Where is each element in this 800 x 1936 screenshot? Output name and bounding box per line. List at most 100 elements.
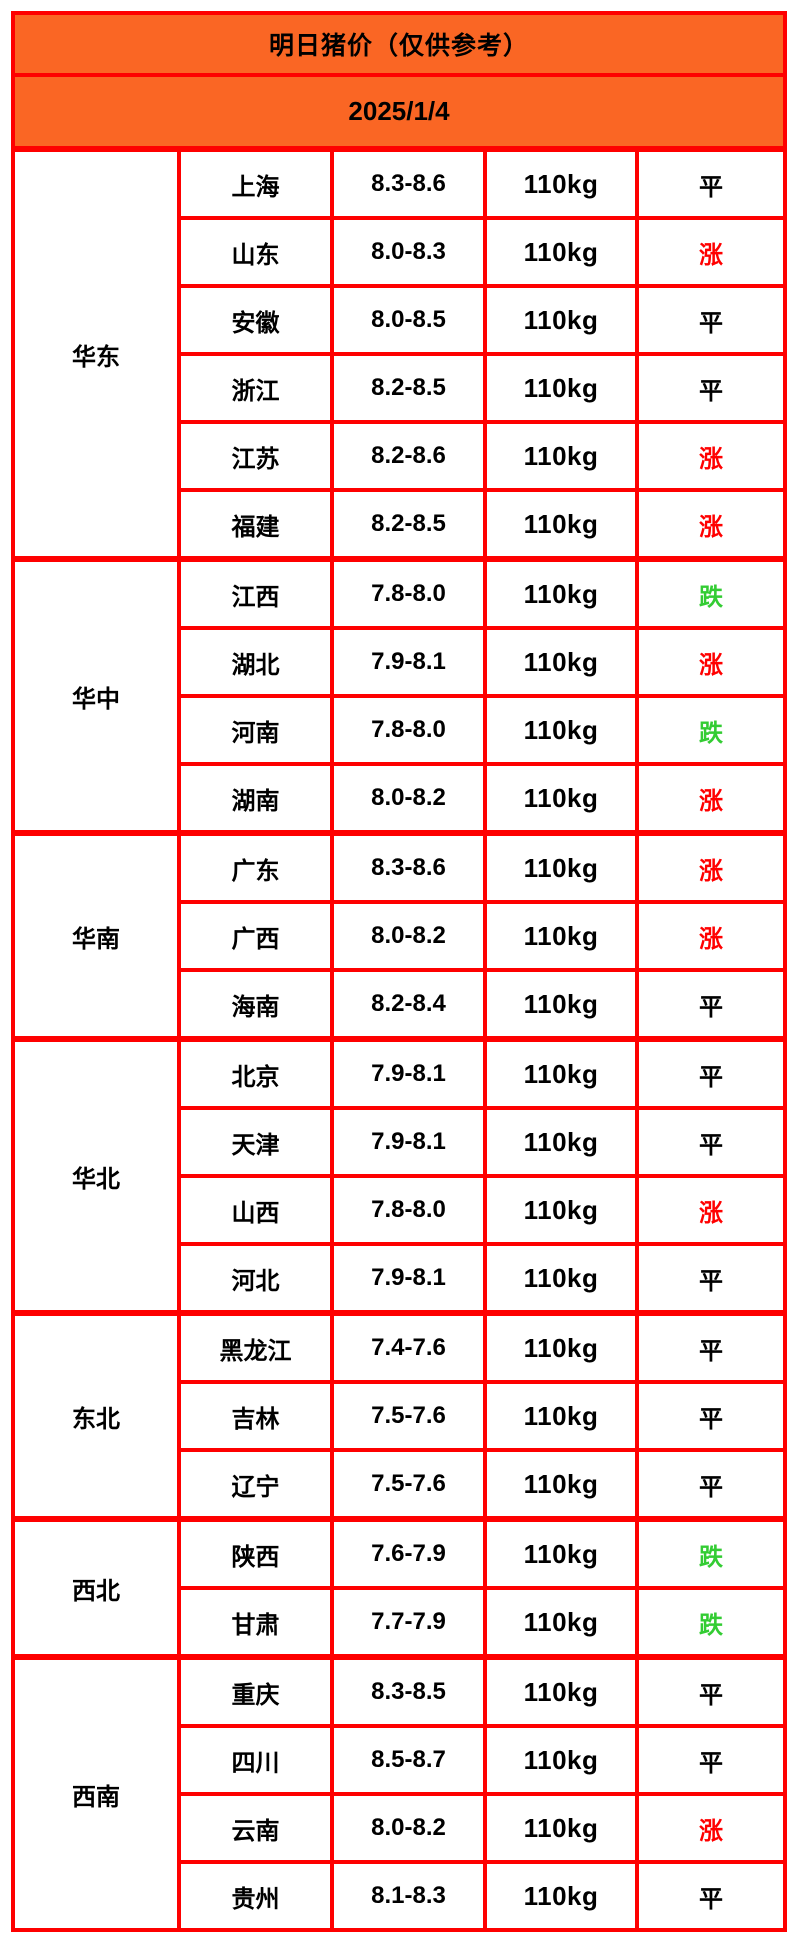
table-row: 山西 7.8-8.0 110kg 涨 <box>13 1174 788 1246</box>
province-cell: 贵州 <box>177 1860 334 1932</box>
weight-cell: 110kg <box>483 626 639 698</box>
weight-cell: 110kg <box>483 830 639 904</box>
table-row: 海南 8.2-8.4 110kg 平 <box>13 968 788 1041</box>
province-cell: 湖南 <box>177 762 334 835</box>
trend-cell: 跌 <box>634 694 788 766</box>
weight-cell: 110kg <box>483 1860 639 1932</box>
province-cell: 浙江 <box>177 352 334 424</box>
weight-cell: 110kg <box>483 1516 639 1590</box>
table-row: 广西 8.0-8.2 110kg 涨 <box>13 900 788 972</box>
weight-cell: 110kg <box>483 146 639 220</box>
price-range-cell: 7.8-8.0 <box>330 694 487 766</box>
region-cell: 东北 <box>11 1310 181 1521</box>
trend-cell: 平 <box>634 1242 788 1315</box>
weight-cell: 110kg <box>483 216 639 288</box>
weight-cell: 110kg <box>483 694 639 766</box>
date-label: 2025/1/4 <box>10 73 788 151</box>
province-cell: 北京 <box>177 1036 334 1110</box>
province-cell: 吉林 <box>177 1380 334 1452</box>
trend-cell: 平 <box>634 1448 788 1521</box>
province-cell: 广西 <box>177 900 334 972</box>
province-cell: 海南 <box>177 968 334 1041</box>
weight-cell: 110kg <box>483 1036 639 1110</box>
price-range-cell: 7.9-8.1 <box>330 1036 487 1110</box>
table-row: 河北 7.9-8.1 110kg 平 <box>13 1242 788 1315</box>
weight-cell: 110kg <box>483 1724 639 1796</box>
price-range-cell: 8.3-8.6 <box>330 830 487 904</box>
title-row: 明日猪价（仅供参考） <box>10 11 788 77</box>
region-cell: 华中 <box>11 556 181 835</box>
weight-cell: 110kg <box>483 556 639 630</box>
weight-cell: 110kg <box>483 488 639 561</box>
trend-cell: 平 <box>634 968 788 1041</box>
table-row: 四川 8.5-8.7 110kg 平 <box>13 1724 788 1796</box>
trend-cell: 平 <box>634 1724 788 1796</box>
province-cell: 河北 <box>177 1242 334 1315</box>
trend-cell: 跌 <box>634 1516 788 1590</box>
table-row: 华南 广东 8.3-8.6 110kg 涨 <box>11 830 788 1041</box>
province-cell: 天津 <box>177 1106 334 1178</box>
price-range-cell: 8.0-8.3 <box>330 216 487 288</box>
trend-cell: 跌 <box>634 556 788 630</box>
table-row: 华东 上海 8.3-8.6 110kg 平 <box>11 146 788 561</box>
region-cell: 华北 <box>11 1036 181 1315</box>
table-row: 西北 陕西 7.6-7.9 110kg 跌 <box>11 1516 788 1659</box>
trend-cell: 跌 <box>634 1586 788 1659</box>
table-row: 东北 黑龙江 7.4-7.6 110kg 平 <box>11 1310 788 1521</box>
province-cell: 江西 <box>177 556 334 630</box>
price-range-cell: 8.2-8.5 <box>330 352 487 424</box>
weight-cell: 110kg <box>483 352 639 424</box>
table-row: 河南 7.8-8.0 110kg 跌 <box>13 694 788 766</box>
province-cell: 安徽 <box>177 284 334 356</box>
price-range-cell: 7.5-7.6 <box>330 1380 487 1452</box>
weight-cell: 110kg <box>483 968 639 1041</box>
trend-cell: 涨 <box>634 626 788 698</box>
weight-cell: 110kg <box>483 1448 639 1521</box>
price-range-cell: 8.0-8.2 <box>330 900 487 972</box>
price-range-cell: 7.5-7.6 <box>330 1448 487 1521</box>
region-cell: 西北 <box>11 1516 181 1659</box>
trend-cell: 涨 <box>634 830 788 904</box>
price-range-cell: 8.3-8.6 <box>330 146 487 220</box>
pig-price-table: 明日猪价（仅供参考） 2025/1/4 华东 上海 8.3-8.6 110kg 平山东 8… <box>10 11 788 1932</box>
weight-cell: 110kg <box>483 1586 639 1659</box>
table-row: 云南 8.0-8.2 110kg 涨 <box>13 1792 788 1864</box>
price-range-cell: 7.9-8.1 <box>330 626 487 698</box>
province-cell: 甘肃 <box>177 1586 334 1659</box>
price-range-cell: 7.4-7.6 <box>330 1310 487 1384</box>
weight-cell: 110kg <box>483 900 639 972</box>
weight-cell: 110kg <box>483 1380 639 1452</box>
trend-cell: 平 <box>634 146 788 220</box>
region-cell: 华东 <box>11 146 181 561</box>
trend-cell: 涨 <box>634 1174 788 1246</box>
province-cell: 上海 <box>177 146 334 220</box>
weight-cell: 110kg <box>483 1106 639 1178</box>
weight-cell: 110kg <box>483 1792 639 1864</box>
weight-cell: 110kg <box>483 420 639 492</box>
province-cell: 河南 <box>177 694 334 766</box>
region-cell: 华南 <box>11 830 181 1041</box>
table-row: 辽宁 7.5-7.6 110kg 平 <box>13 1448 788 1521</box>
province-cell: 山东 <box>177 216 334 288</box>
table-row: 华北 北京 7.9-8.1 110kg 平 <box>11 1036 788 1315</box>
weight-cell: 110kg <box>483 762 639 835</box>
province-cell: 山西 <box>177 1174 334 1246</box>
trend-cell: 平 <box>634 1654 788 1728</box>
price-range-cell: 8.0-8.2 <box>330 1792 487 1864</box>
province-cell: 湖北 <box>177 626 334 698</box>
price-range-cell: 8.1-8.3 <box>330 1860 487 1932</box>
region-cell: 西南 <box>11 1654 181 1932</box>
trend-cell: 平 <box>634 1036 788 1110</box>
weight-cell: 110kg <box>483 1242 639 1315</box>
province-cell: 黑龙江 <box>177 1310 334 1384</box>
table-row: 湖南 8.0-8.2 110kg 涨 <box>13 762 788 835</box>
province-cell: 云南 <box>177 1792 334 1864</box>
table-row: 贵州 8.1-8.3 110kg 平 <box>13 1860 788 1932</box>
table-row: 甘肃 7.7-7.9 110kg 跌 <box>13 1586 788 1659</box>
price-range-cell: 7.8-8.0 <box>330 1174 487 1246</box>
trend-cell: 涨 <box>634 420 788 492</box>
price-range-cell: 8.3-8.5 <box>330 1654 487 1728</box>
province-cell: 广东 <box>177 830 334 904</box>
table-row: 吉林 7.5-7.6 110kg 平 <box>13 1380 788 1452</box>
